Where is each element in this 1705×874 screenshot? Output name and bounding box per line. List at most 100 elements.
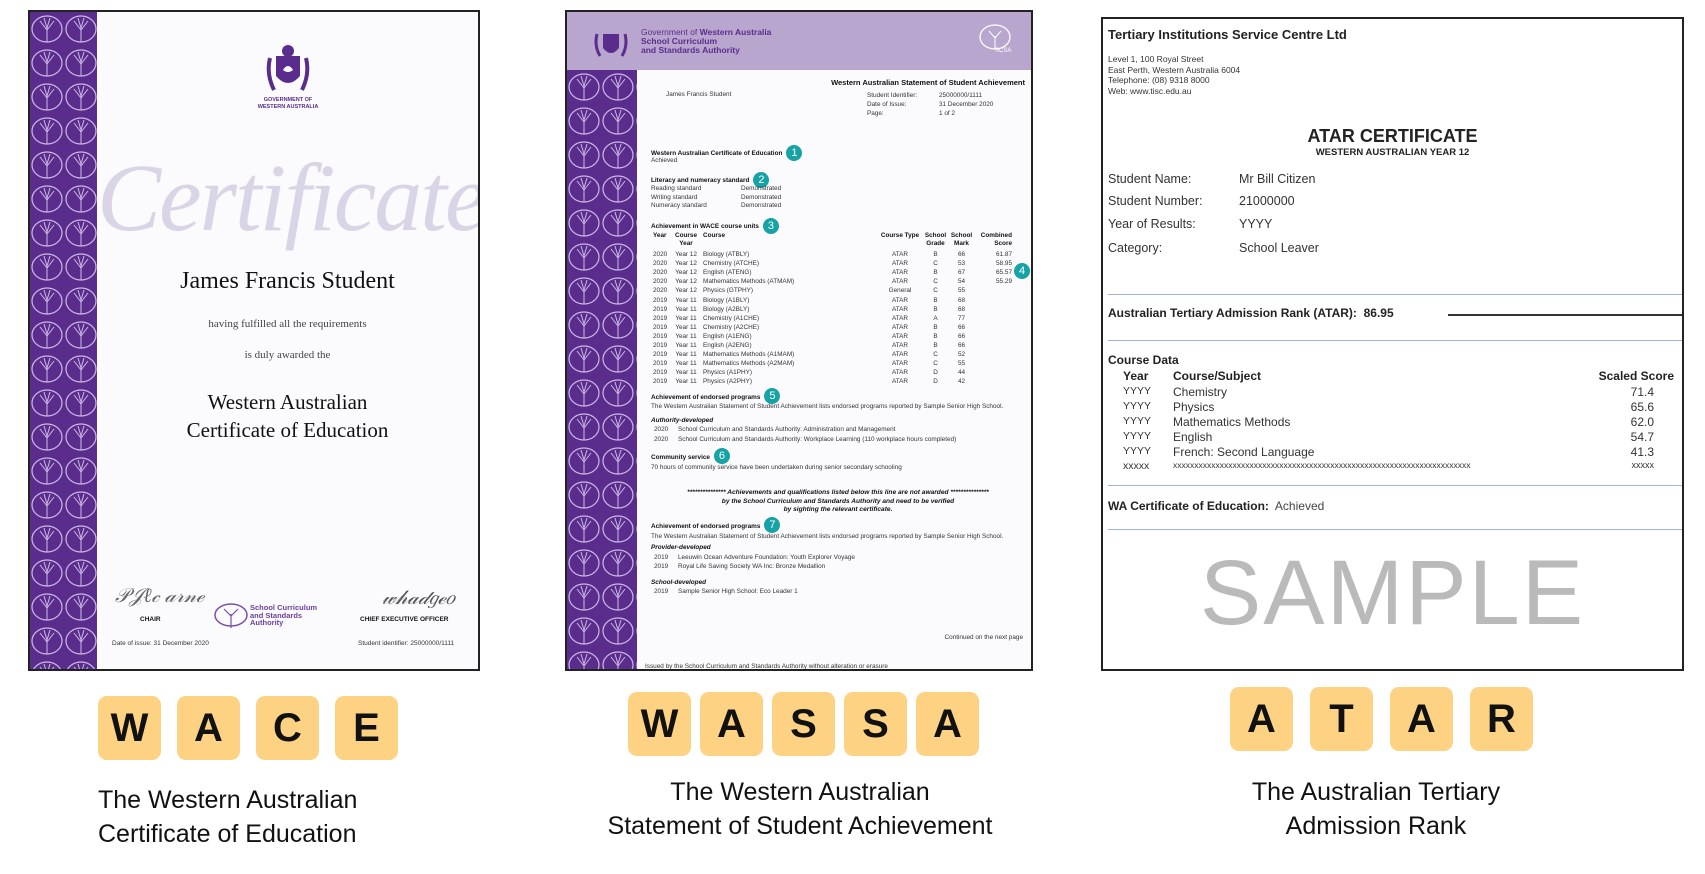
table-cell: Year 12 (675, 269, 697, 277)
letter-tile: S (772, 692, 835, 756)
field-label: Student Number: (1108, 194, 1203, 208)
table-row: 2019 Year 11 Biology (A2BLY) ATAR B 68 (647, 306, 1029, 315)
wace-certificate: GOVERNMENT OF WESTERN AUSTRALIA Certific… (28, 10, 480, 671)
course-year: YYYY (1123, 385, 1152, 397)
column-header: Course (703, 232, 726, 239)
table-cell: Year 11 (675, 378, 697, 386)
tree-pattern-strip (30, 12, 97, 669)
table-cell: A (933, 314, 938, 322)
table-cell: Year 11 (675, 369, 697, 377)
table-cell: Year 11 (675, 342, 697, 349)
certificate-title: ATAR CERTIFICATE (1307, 126, 1478, 146)
letter-tile: T (1310, 687, 1373, 751)
s2-heading: Literacy and numeracy standard (651, 177, 750, 184)
table-header: Year Course Year Course Course Type School G… (647, 232, 1029, 248)
table-cell: ATAR (891, 360, 909, 368)
table-cell: General (888, 287, 912, 295)
course-subject: French: Second Language (1173, 445, 1315, 459)
table-row: 2019 Year 11 English (A1ENG) ATAR B 66 (647, 333, 1029, 342)
program-row: 2019 Leeuwin Ocean Adventure Foundation: … (651, 553, 1021, 563)
course-subject: xxxxxxxxxxxxxxxxxxxxxxxxxxxxxxxxxxxxxxxx… (1173, 460, 1471, 470)
program-row: 2019 Sample Senior High School: Eco Leade… (651, 587, 1021, 597)
literacy-value: Demonstrated (741, 202, 782, 210)
org-line-1a: Government of (641, 27, 698, 37)
table-row: 2019 Year 11 English (A2ENG) ATAR B 66 (647, 342, 1029, 351)
table-row: 2019 Year 11 Biology (A1BLY) ATAR B 68 (647, 297, 1029, 306)
s7-text: The Western Australian Statement of Stud… (651, 532, 1004, 540)
table-cell: Physics (A2PHY) (703, 378, 753, 386)
meta-label: Page: (867, 110, 884, 117)
s7-sub1: Provider-developed (651, 544, 711, 551)
table-cell: 2019 (653, 296, 668, 304)
award-line-2: Certificate of Education (186, 418, 389, 442)
table-cell: Mathematics Methods (A2MAM) (703, 360, 795, 368)
table-cell: 2019 (653, 305, 668, 313)
column-header: School Grade (924, 232, 947, 247)
scaled-score: 71.4 (1630, 385, 1654, 399)
table-cell: 53 (957, 260, 966, 268)
field-value: Mr Bill Citizen (1239, 172, 1316, 186)
column-header: Year (1123, 369, 1149, 383)
scsa-text: SCSA (995, 48, 1012, 54)
table-cell: ATAR (891, 296, 909, 304)
table-cell: C (933, 278, 938, 286)
student-name: James Francis Student (180, 268, 395, 294)
student-name: James Francis Student (666, 91, 732, 98)
scsa-logo-icon (214, 603, 248, 628)
table-cell: 77 (957, 314, 966, 322)
table-cell: 2020 (653, 269, 668, 277)
table-row: 2019 Year 11 Physics (A1PHY) ATAR D 44 (647, 369, 1029, 378)
program-year: 2020 (654, 426, 669, 433)
program-name: School Curriculum and Standards Authorit… (678, 426, 896, 433)
table-cell: 66 (957, 332, 966, 340)
letter-tile: A (1390, 687, 1453, 751)
table-cell: Biology (A1BLY) (703, 296, 750, 304)
callout-badge-6: 6 (713, 448, 730, 464)
tree-pattern-strip (567, 70, 637, 669)
course-subject: Chemistry (1173, 385, 1228, 399)
table-cell: 58.95 (996, 260, 1012, 268)
chair-signature: 𝒫𝒥ℓ𝒸 𝒶𝓇𝓃ℯ (115, 585, 205, 607)
table-cell: Year 11 (675, 360, 697, 368)
letter-tile: C (256, 696, 319, 760)
table-cell: Year 11 (675, 351, 697, 359)
org-name: Tertiary Institutions Service Centre Ltd (1108, 27, 1347, 42)
table-row: 2020 Year 12 Chemistry (ATCHE) ATAR C 53 58.95 (647, 260, 1029, 269)
date-of-issue: Date of issue: 31 December 2020 (112, 640, 209, 647)
table-cell: 61.87 (996, 251, 1012, 258)
callout-badge-5: 5 (764, 388, 781, 404)
table-cell: C (933, 360, 938, 368)
callout-badge-2: 2 (753, 172, 770, 188)
notice-line-1: *************** Achievements and qualifi… (687, 489, 989, 496)
table-cell: 55.29 (996, 278, 1012, 286)
requirements-line: having fulfilled all the requirements (208, 318, 367, 330)
table-cell: Year 11 (675, 305, 697, 313)
program-year: 2019 (654, 563, 669, 570)
program-row: 2020 School Curriculum and Standards Auth… (651, 435, 1021, 445)
ceo-signature: 𝓌𝒽𝒶𝒹𝑔ℯ𝑜 (382, 587, 455, 609)
program-year: 2019 (654, 553, 669, 561)
table-cell: B (933, 269, 938, 277)
table-cell: 42 (957, 378, 966, 386)
field-label: Student Name: (1108, 172, 1192, 186)
meta-value: 1 of 2 (939, 110, 955, 117)
table-cell: 66 (957, 323, 966, 331)
table-cell: Year 11 (675, 296, 697, 304)
award-line-1: Western Australian (207, 390, 368, 414)
callout-badge-4: 4 (1014, 263, 1030, 279)
table-cell: Physics (A1PHY) (703, 369, 753, 377)
course-subject: Physics (1173, 400, 1215, 414)
awarded-line: is duly awarded the (244, 349, 331, 361)
table-cell: ATAR (891, 323, 909, 331)
table-cell: D (933, 369, 938, 377)
sample-watermark: SAMPLE (1199, 542, 1586, 644)
program-row: 2019 Royal Life Saving Society WA Inc: Br… (651, 562, 1021, 572)
wace-caption-1: The Western Australian (98, 786, 358, 814)
meta-label: Date of Issue: (867, 101, 907, 108)
course-data-heading: Course Data (1108, 353, 1179, 367)
column-header: Course/Subject (1173, 369, 1262, 383)
notice-line-2: by the School Curriculum and Standards A… (721, 497, 955, 505)
wace-label: WA Certificate of Education: (1108, 499, 1269, 513)
table-cell: Year 11 (675, 314, 697, 322)
program-name: Royal Life Saving Society WA Inc: Bronze… (678, 563, 826, 570)
